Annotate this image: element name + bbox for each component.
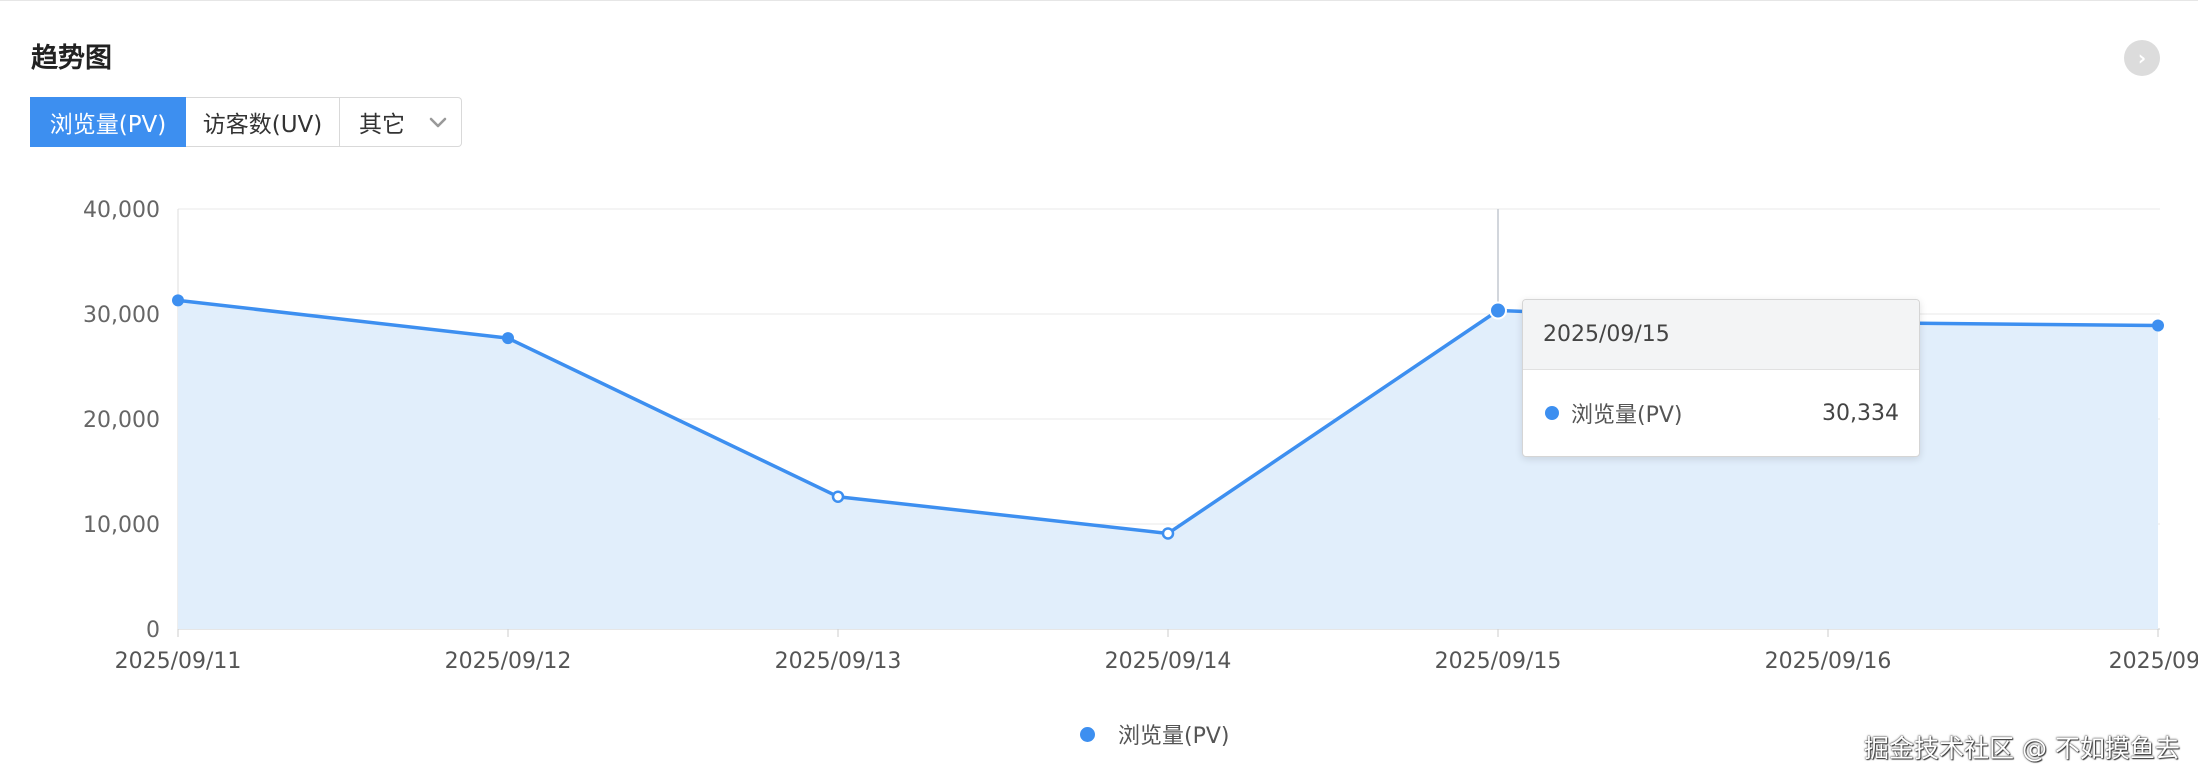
x-tick-label: 2025/09/13 <box>775 649 902 674</box>
data-point[interactable] <box>831 490 845 503</box>
legend-dot <box>1080 726 1095 742</box>
data-point[interactable] <box>172 294 184 307</box>
data-point[interactable] <box>502 332 514 345</box>
metric-tabs: 浏览量(PV) 访客数(UV) 其它 <box>30 97 462 147</box>
tab-other-dropdown[interactable]: 其它 <box>340 97 462 147</box>
tab-uv[interactable]: 访客数(UV) <box>186 97 340 147</box>
data-point[interactable] <box>1489 301 1507 320</box>
y-tick-label: 20,000 <box>83 408 160 433</box>
tab-uv-label: 访客数(UV) <box>202 112 323 138</box>
page-title: 趋势图 <box>31 43 112 74</box>
y-tick-label: 0 <box>146 618 160 643</box>
chevron-right-circle-icon[interactable]: › <box>2124 40 2160 76</box>
y-axis: 0 10,000 20,000 30,000 40,000 <box>83 198 160 643</box>
tab-pv-label: 浏览量(PV) <box>49 112 167 138</box>
x-tick-label: 2025/09/12 <box>445 649 572 674</box>
tab-other-label: 其它 <box>359 112 405 138</box>
tooltip-series-name: 浏览量(PV) <box>1571 403 1683 428</box>
tab-pv[interactable]: 浏览量(PV) <box>30 97 186 147</box>
chevron-down-icon <box>429 117 447 128</box>
data-point[interactable] <box>2152 319 2164 332</box>
x-tick-label: 2025/09/15 <box>1435 649 1562 674</box>
y-tick-label: 10,000 <box>83 513 160 538</box>
y-tick-label: 30,000 <box>83 303 160 328</box>
x-tick-label: 2025/09/16 <box>1765 649 1892 674</box>
x-tick-label: 2025/09/14 <box>1105 649 1232 674</box>
x-tick-label: 2025/09/11 <box>115 649 242 674</box>
watermark: 掘金技术社区 @ 不如摸鱼去 <box>1864 734 2180 763</box>
legend-label: 浏览量(PV) <box>1118 724 1230 749</box>
tooltip-value: 30,334 <box>1822 400 1899 426</box>
top-border <box>0 0 2198 1</box>
tooltip-row: 浏览量(PV) 30,334 <box>1523 370 1919 456</box>
chart-tooltip: 2025/09/15 浏览量(PV) 30,334 <box>1522 299 1920 457</box>
tooltip-series-dot <box>1545 406 1559 420</box>
y-tick-label: 40,000 <box>83 198 160 223</box>
x-axis: 2025/09/11 2025/09/12 2025/09/13 2025/09/14… <box>115 629 2198 674</box>
x-tick-label: 2025/09/ <box>2109 649 2198 674</box>
chart-legend[interactable]: 浏览量(PV) <box>1080 718 1229 750</box>
tooltip-date: 2025/09/15 <box>1523 300 1919 370</box>
data-point[interactable] <box>1161 527 1175 540</box>
